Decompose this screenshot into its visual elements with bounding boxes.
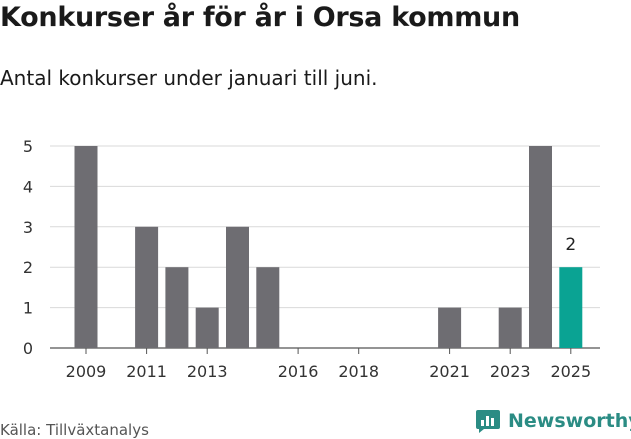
- x-tick-label: 2023: [490, 362, 531, 381]
- x-tick-label: 2021: [429, 362, 470, 381]
- bar: [559, 267, 583, 348]
- data-label: 2: [565, 235, 576, 255]
- bar: [256, 267, 280, 348]
- bar: [74, 146, 98, 348]
- bar: [135, 226, 159, 348]
- y-tick-label: 4: [23, 177, 33, 196]
- y-tick-label: 2: [23, 258, 33, 277]
- bar: [165, 267, 189, 348]
- y-tick-label: 0: [23, 339, 33, 358]
- bar: [438, 307, 462, 348]
- bar: [498, 307, 522, 348]
- y-tick-label: 3: [23, 218, 33, 237]
- chart-title: Konkurser år för år i Orsa kommun: [0, 2, 520, 33]
- brand-name: Newsworthy: [508, 410, 631, 432]
- x-tick-label: 2018: [338, 362, 379, 381]
- chart-subtitle: Antal konkurser under januari till juni.: [0, 66, 378, 90]
- x-tick-label: 2009: [66, 362, 107, 381]
- source-note: Källa: Tillväxtanalys: [0, 421, 149, 439]
- bar: [529, 146, 552, 348]
- y-tick-label: 1: [23, 299, 33, 318]
- x-tick-label: 2025: [550, 362, 591, 381]
- bar: [195, 307, 219, 348]
- x-tick-label: 2016: [278, 362, 319, 381]
- x-tick-label: 2013: [187, 362, 228, 381]
- brand[interactable]: Newsworthy: [475, 408, 631, 434]
- y-tick-label: 5: [23, 137, 33, 156]
- x-tick-label: 2011: [126, 362, 167, 381]
- bar-chart-speech-bubble-icon: [476, 410, 500, 433]
- bar: [226, 226, 249, 348]
